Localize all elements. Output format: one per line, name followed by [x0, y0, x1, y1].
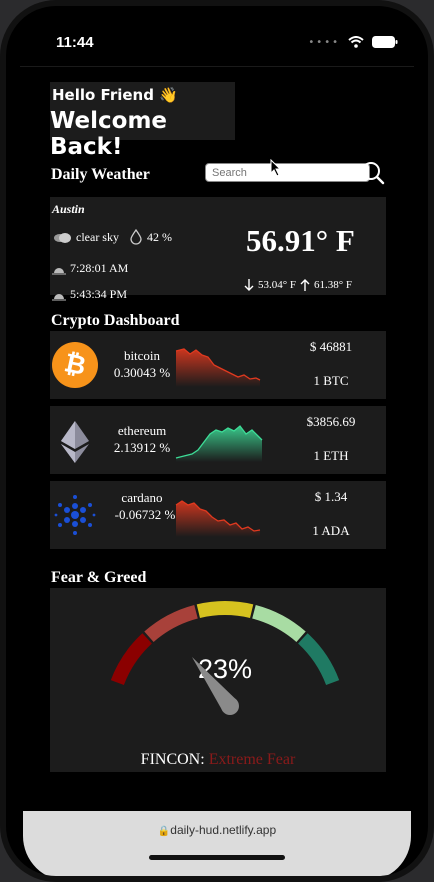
cloud-icon [54, 233, 71, 243]
coin-price: $ 46881 [309, 339, 353, 354]
sunrise-row: 7:28:01 AM [52, 261, 128, 276]
fincon-prefix: FINCON: [140, 751, 205, 768]
crypto-card-ethereum[interactable]: ethereum 2.13912 % $3856.69 1 ETH [50, 406, 386, 474]
url-text: 🔒daily-hud.netlify.app [23, 823, 411, 837]
status-time: 11:44 [56, 34, 94, 51]
coin-change: -0.06732 % [114, 507, 176, 522]
coin-unit: 1 ETH [313, 448, 349, 463]
ethereum-icon [61, 421, 89, 463]
wifi-icon [348, 36, 364, 48]
fear-greed-card: 23% FINCON: Extreme Fear [50, 588, 386, 772]
sunset-time: 5:43:34 PM [70, 287, 128, 301]
coin-price: $3856.69 [306, 414, 356, 429]
crypto-card-cardano[interactable]: cardano -0.06732 % $ 1.34 1 ADA [50, 481, 386, 549]
sunrise-time: 7:28:01 AM [70, 261, 129, 275]
crypto-card-bitcoin[interactable]: ₿ bitcoin 0.30043 % $ 46881 1 BTC [50, 331, 386, 399]
gauge-segment [144, 604, 198, 643]
greeting-box: Hello Friend 👋 Welcome Back! [50, 82, 235, 160]
sunset-icon [52, 293, 66, 300]
coin-name: cardano [121, 490, 163, 505]
cardano-icon [54, 495, 96, 535]
gauge-segment [297, 633, 340, 686]
bitcoin-icon: ₿ [52, 342, 98, 388]
greeting-welcome: Welcome Back! [50, 108, 168, 160]
battery-icon [372, 36, 398, 48]
weather-card: Austin clear sky 42 % 7:28:01 AM 5:43:34… [50, 197, 386, 301]
greeting-hello: Hello Friend 👋 [52, 86, 178, 104]
gauge-needle-cap [221, 697, 239, 715]
fincon-value: Extreme Fear [208, 751, 296, 768]
coin-change: 0.30043 % [113, 365, 171, 380]
weather-section-title: Daily Weather [51, 166, 150, 183]
sunrise-icon [52, 267, 66, 274]
fear-greed-section-title: Fear & Greed [51, 569, 147, 586]
weather-condition: clear sky [76, 229, 119, 244]
weather-humidity: 42 % [146, 229, 172, 244]
weather-city: Austin [52, 202, 85, 216]
screen: 11:44 •••• Hello Friend 👋 Welcome Back! … [6, 6, 428, 876]
weather-condition-row: clear sky 42 % [52, 229, 172, 245]
crypto-section-title: Crypto Dashboard [51, 312, 180, 329]
header-divider [20, 66, 414, 67]
search-icon[interactable] [361, 161, 385, 185]
coin-name: bitcoin [123, 348, 161, 363]
price-sparkline [175, 500, 261, 537]
more-dots-icon: •••• [308, 36, 340, 48]
gauge-segment [110, 633, 153, 686]
coin-change: 2.13912 % [113, 440, 171, 455]
price-sparkline [175, 425, 263, 462]
temp-low: 53.04° F [258, 279, 297, 291]
gauge-needle [191, 657, 238, 712]
coin-name: ethereum [117, 423, 167, 438]
gauge-segment [252, 604, 306, 643]
arrow-up-icon [300, 279, 310, 291]
fear-greed-gauge: 23% [110, 601, 340, 715]
search-input[interactable] [205, 163, 370, 182]
home-indicator[interactable] [149, 855, 285, 860]
coin-unit: 1 ADA [312, 523, 350, 538]
url-value: daily-hud.netlify.app [170, 823, 277, 837]
lock-icon: 🔒 [157, 826, 171, 837]
temperature: 56.91° F [246, 223, 355, 258]
coin-unit: 1 BTC [313, 373, 349, 388]
gauge-segment [196, 601, 254, 618]
mouse-cursor-icon [270, 159, 282, 177]
arrow-down-icon [244, 279, 254, 291]
status-bar: 11:44 •••• [6, 6, 428, 66]
status-icons: •••• [308, 36, 398, 48]
temp-high: 61.38° F [314, 279, 353, 291]
coin-price: $ 1.34 [314, 489, 348, 504]
temp-range: 53.04° F 61.38° F [244, 279, 352, 291]
humidity-drop-icon [130, 229, 142, 245]
browser-address-bar[interactable]: 🔒daily-hud.netlify.app [23, 811, 411, 876]
fincon-label: FINCON: Extreme Fear [50, 751, 386, 769]
sunset-row: 5:43:34 PM [52, 287, 127, 302]
price-sparkline [175, 348, 261, 387]
